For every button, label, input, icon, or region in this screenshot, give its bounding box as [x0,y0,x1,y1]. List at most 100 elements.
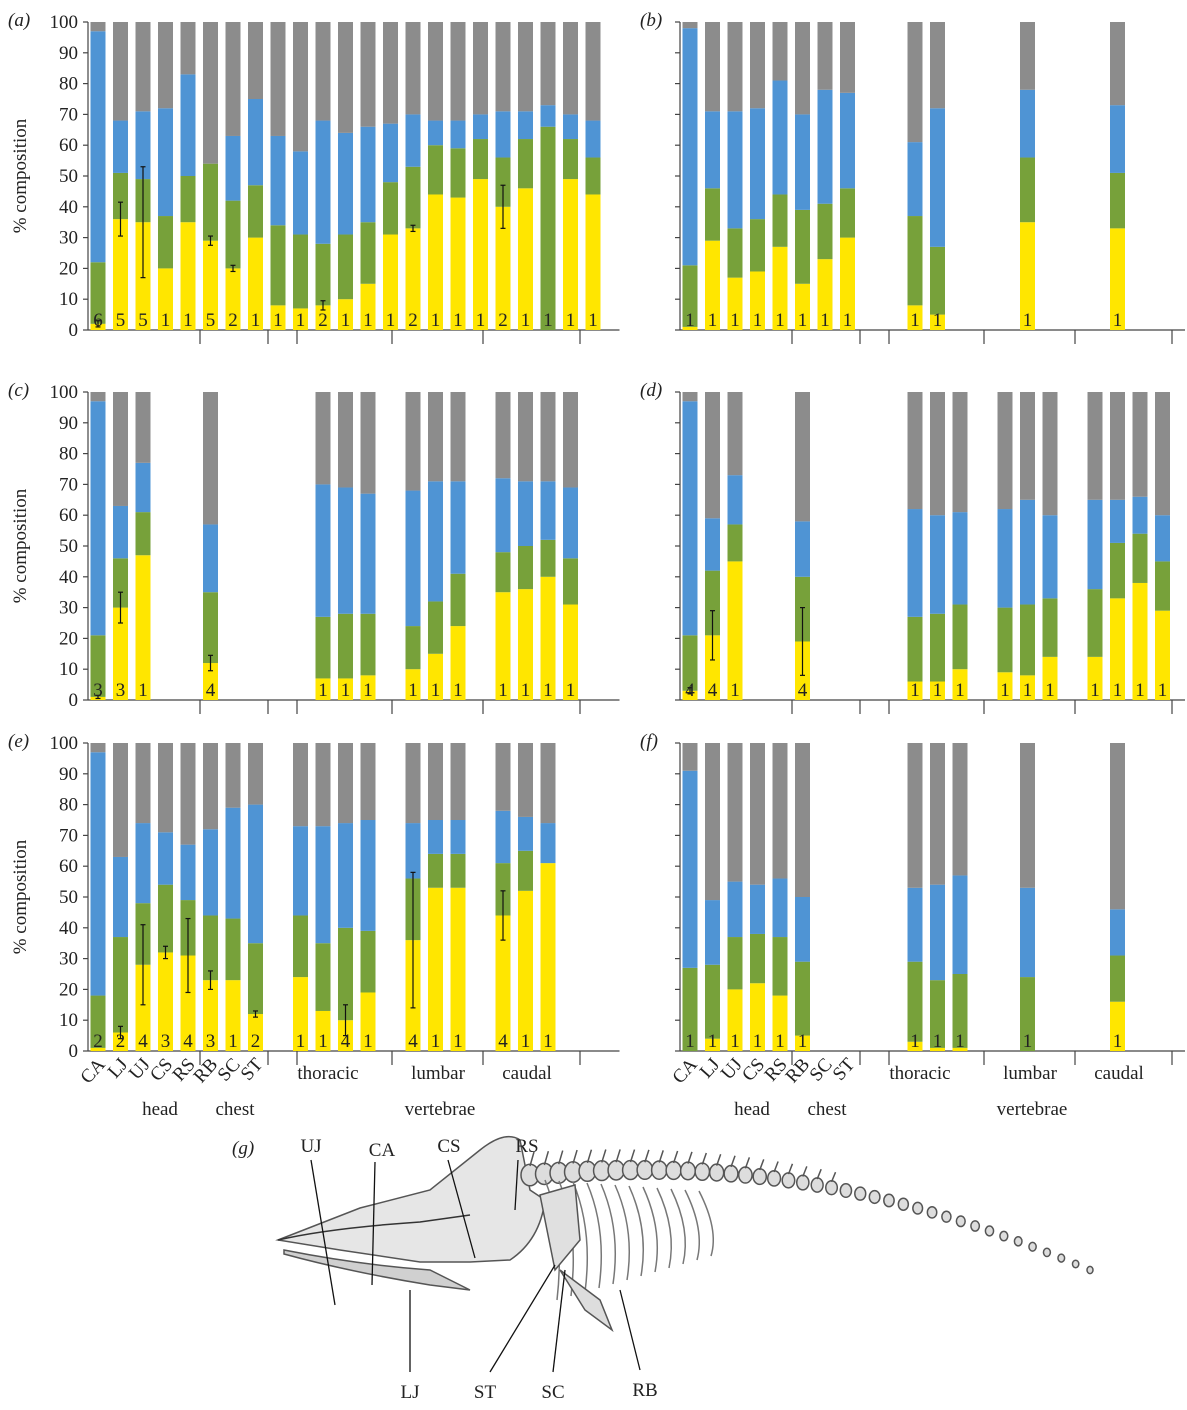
error-bar [500,184,506,229]
bar-segment [952,974,968,1048]
panel-label: (c) [8,380,29,401]
bar-segment [158,268,173,330]
bar-segment [360,613,376,676]
bar-segment [405,823,421,879]
bar-segment [360,930,376,993]
bar-segment [1020,22,1035,90]
vertebra [1071,1259,1080,1269]
bone-label: SC [541,1382,564,1403]
group-label: head [734,1099,770,1120]
sample-size: 3 [206,1031,216,1052]
leader-line [552,1269,566,1373]
x-tick-label: CA [76,1054,109,1088]
rib [642,1186,659,1273]
sample-size: 1 [431,310,441,331]
y-tick-label: 100 [50,733,79,754]
bar-segment [907,681,923,700]
bar-segment [772,937,788,996]
bar-segment [135,462,151,513]
sample-size: 1 [453,1031,463,1052]
vertebra [737,1166,753,1184]
lower-jaw [283,1249,471,1291]
bar-segment [360,222,376,284]
bar-segment [907,743,923,888]
panel-label: (a) [8,10,30,31]
bar-segment [428,601,443,654]
bar-segment [338,22,353,133]
sample-size: 1 [1113,310,1123,331]
sample-size: 1 [341,310,351,331]
bar-segment [450,820,466,854]
sample-size: 4 [498,1031,508,1052]
error-bar [500,890,506,941]
bar-segment [705,635,720,700]
sample-size: 1 [228,1031,238,1052]
bar-segment [405,743,421,824]
error-bar [185,917,191,994]
bar-segment [113,505,128,559]
group-label: lumbar [1003,1063,1057,1084]
sample-size: 1 [685,1031,695,1052]
error-bar [230,264,236,273]
bar-segment [1155,515,1170,562]
bar-segment [450,853,466,888]
bar-segment [772,22,788,81]
bar-segment [90,22,106,32]
bar-segment [113,22,128,121]
sample-size: 1 [910,310,920,331]
bar-segment [518,890,533,1051]
group-label: chest [807,1099,847,1120]
bar-segment [682,22,698,29]
sample-size: 5 [206,310,216,331]
bar-segment [428,481,443,602]
bar-segment [772,878,788,938]
bar-segment [450,573,466,627]
bar-segment [1132,582,1148,700]
bar-segment [338,234,353,300]
y-tick-label: 50 [59,166,78,187]
bar-segment [1110,105,1125,173]
bar-segment [203,743,218,830]
sample-size: 1 [1158,680,1168,701]
bar-segment [540,392,556,482]
bar-segment [540,22,556,106]
bar-segment [360,283,376,330]
sample-size: 3 [116,680,126,701]
bar-segment [705,964,720,1039]
bar-segment [203,524,218,593]
bar-segment [450,626,466,700]
bar-segment [1132,533,1148,583]
bar-segment [540,126,556,330]
panel-label: (b) [640,10,662,31]
x-tick-label: ST [829,1054,860,1085]
sample-size: 1 [138,680,148,701]
bar-segment [383,22,398,124]
bar-segment [135,111,151,180]
sample-size: 1 [753,310,763,331]
bar-segment [113,219,128,330]
bar-segment [750,271,765,330]
y-axis-label: % composition [10,488,31,603]
bar-segment [405,166,421,229]
sample-size: 1 [775,310,785,331]
error-bar [118,201,123,237]
bar-segment [585,157,601,195]
bar-segment [338,823,353,928]
y-tick-label: 40 [59,567,78,588]
vertebra [650,1160,668,1181]
bar-segment [1042,656,1058,700]
bar-segment [293,826,308,916]
sample-size: 6 [93,310,103,331]
sample-size: 1 [296,310,306,331]
bar-segment [585,120,601,158]
bar-segment [315,616,331,679]
sample-size: 1 [251,310,261,331]
bar-segment [727,277,743,330]
bar-segment [248,943,263,1015]
vertebra [926,1205,938,1219]
bar-segment [203,980,218,1051]
vertebra [1013,1236,1023,1247]
bar-segment [727,111,743,229]
group-label: lumbar [411,1063,465,1084]
